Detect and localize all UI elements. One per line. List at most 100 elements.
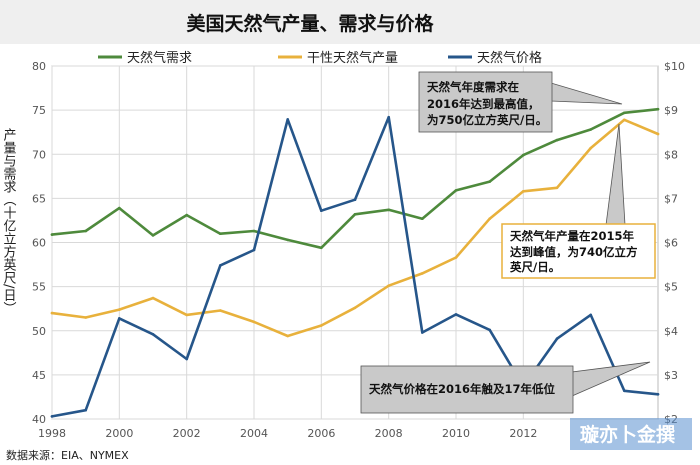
annotation-demand-line1: 天然气年度需求在 xyxy=(427,80,519,94)
data-point-price xyxy=(555,337,559,341)
data-point-price xyxy=(252,248,256,252)
data-point-demand xyxy=(589,128,592,131)
data-point-demand xyxy=(320,246,323,250)
annotation-price-line1: 天然气价格在2016年触及17年低位 xyxy=(369,382,556,396)
y-tick-label: 50 xyxy=(32,325,46,338)
y2-tick-label: $10 xyxy=(664,60,685,73)
annotation-price-pointer xyxy=(571,361,651,397)
annotation-demand-line2: 2016年达到最高值， xyxy=(427,97,540,111)
data-point-production xyxy=(589,146,592,150)
data-point-production xyxy=(320,324,323,327)
y-tick-label: 65 xyxy=(32,192,46,205)
data-point-demand xyxy=(219,232,222,235)
x-tick-label: 2002 xyxy=(173,427,201,440)
annotation-production-line3: 英尺/日。 xyxy=(509,260,560,274)
y-tick-label: 60 xyxy=(32,237,46,250)
source-note: 数据来源：EIA、NYMEX xyxy=(6,448,129,462)
legend-label-price: 天然气价格 xyxy=(477,50,542,66)
annotation-production-line1: 天然气年产量在2015年 xyxy=(510,229,635,243)
data-point-production xyxy=(387,284,391,288)
data-point-price xyxy=(151,333,155,336)
data-point-production xyxy=(353,306,357,310)
data-point-price xyxy=(421,331,424,334)
chart-title: 美国天然气产量、需求与价格 xyxy=(186,12,434,35)
data-point-demand xyxy=(353,213,357,216)
axes: 404550556065707580$2$3$4$5$6$7$8$9$10199… xyxy=(32,60,685,440)
data-point-demand xyxy=(151,234,155,237)
x-tick-label: 2006 xyxy=(307,427,335,440)
annotation-demand-box xyxy=(418,71,553,133)
data-point-demand xyxy=(555,138,559,142)
y-axis-title: 产量与需求（十亿立方英尺/日） xyxy=(1,128,17,314)
y2-tick-label: $6 xyxy=(664,237,678,250)
watermark-bg xyxy=(570,418,692,450)
y-tick-label: 70 xyxy=(32,148,46,161)
data-point-demand xyxy=(252,229,256,233)
data-point-price xyxy=(219,264,222,267)
x-tick-label: 2012 xyxy=(509,427,537,440)
y-tick-label: 40 xyxy=(32,413,46,426)
legend-label-demand: 天然气需求 xyxy=(127,50,192,66)
data-point-price xyxy=(50,415,54,418)
annotation-production-line2: 达到峰值，为740亿立方 xyxy=(510,245,638,259)
series-lines xyxy=(50,107,660,418)
data-point-production xyxy=(118,308,121,311)
data-point-demand xyxy=(387,208,391,212)
legend-label-production: 干性天然气产量 xyxy=(307,50,398,66)
data-point-demand xyxy=(421,217,424,220)
data-point-price xyxy=(623,389,626,393)
y-tick-label: 80 xyxy=(32,60,46,73)
data-point-demand xyxy=(185,213,188,217)
data-point-demand xyxy=(454,189,458,192)
data-point-production xyxy=(185,313,188,317)
data-point-production xyxy=(488,217,492,220)
data-point-production xyxy=(522,190,525,193)
data-point-price xyxy=(488,328,492,332)
data-point-production xyxy=(421,272,424,275)
data-point-production xyxy=(151,296,155,300)
data-point-price xyxy=(320,209,323,212)
data-point-demand xyxy=(488,180,492,183)
y2-tick-label: $7 xyxy=(664,192,678,205)
annotation-price-box xyxy=(360,365,574,414)
data-point-production xyxy=(555,186,559,190)
y2-tick-label: $3 xyxy=(664,369,678,382)
data-point-demand xyxy=(118,206,121,210)
data-point-production xyxy=(84,316,87,319)
annotation-production-pointer xyxy=(605,123,626,226)
annotation-demand-line3: 为750亿立方英尺/日。 xyxy=(427,113,547,127)
title-band xyxy=(0,0,700,44)
data-point-price xyxy=(656,393,660,396)
y-tick-label: 45 xyxy=(32,369,46,382)
y2-tick-label: $8 xyxy=(664,148,678,161)
data-point-production xyxy=(252,320,256,324)
x-tick-label: 1998 xyxy=(38,427,66,440)
data-point-price xyxy=(454,313,458,316)
annotation-production-peak: 天然气年产量在2015年 达到峰值，为740亿立方 英尺/日。 xyxy=(501,123,656,279)
y-tick-label: 75 xyxy=(32,104,46,117)
annotation-production-box xyxy=(501,223,656,279)
watermark: 璇亦卜金撰 xyxy=(580,423,675,446)
data-point-price xyxy=(353,198,357,201)
data-point-production xyxy=(286,334,290,338)
data-point-demand xyxy=(50,233,54,236)
x-tick-label: 2004 xyxy=(240,427,268,440)
data-point-production xyxy=(454,256,458,259)
x-tick-label: 2010 xyxy=(442,427,470,440)
annotation-demand-pointer xyxy=(550,82,623,105)
x-tick-label: 2000 xyxy=(105,427,133,440)
data-point-production xyxy=(656,132,660,136)
data-point-production xyxy=(50,311,54,315)
y2-tick-label: $4 xyxy=(664,325,678,338)
x-tick-label: 2008 xyxy=(375,427,403,440)
data-point-demand xyxy=(286,238,290,242)
annotation-demand-peak: 天然气年度需求在 2016年达到最高值， 为750亿立方英尺/日。 xyxy=(418,71,623,133)
data-point-production xyxy=(219,309,222,312)
y2-tick-label: $9 xyxy=(664,104,678,117)
data-point-price xyxy=(118,317,121,320)
legend: 天然气需求 干性天然气产量 天然气价格 xyxy=(98,50,542,66)
data-point-demand xyxy=(84,229,87,233)
data-point-production xyxy=(623,118,626,122)
